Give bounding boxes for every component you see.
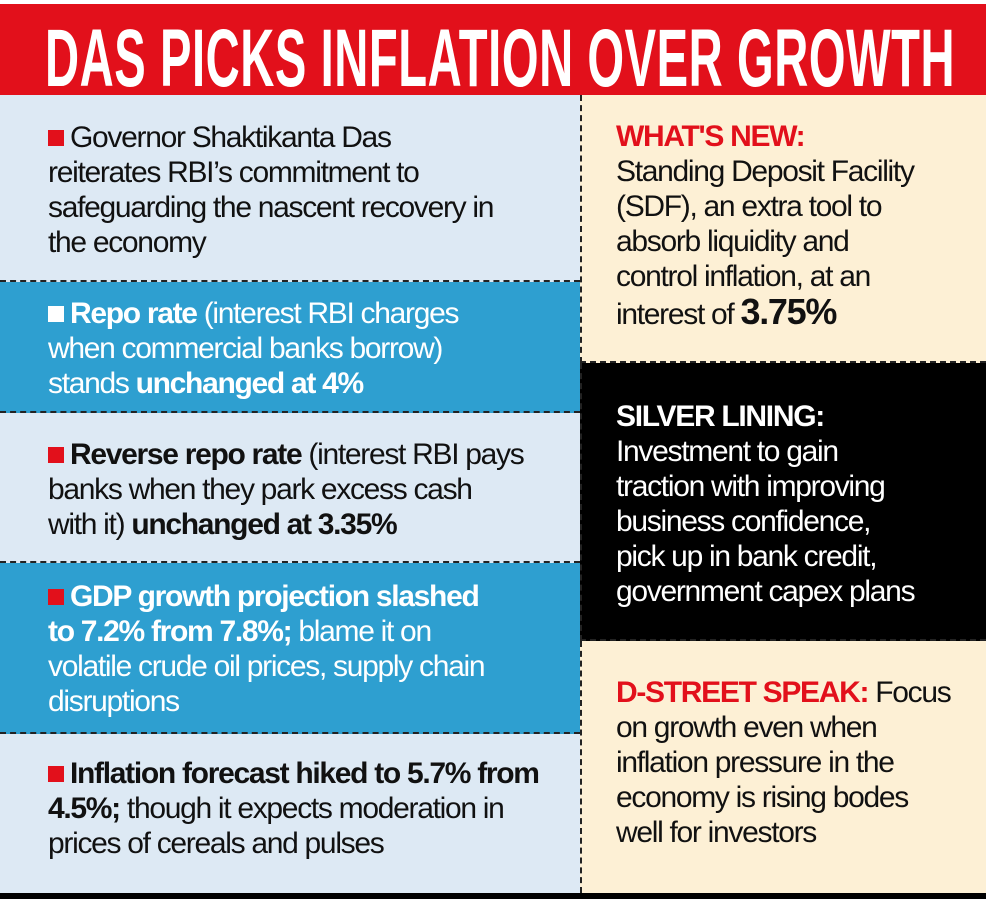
text: control inflation, at an xyxy=(616,260,871,293)
text: on growth even when xyxy=(616,711,878,744)
text: reiterates RBI’s commitment to xyxy=(48,156,420,189)
point-reverse-repo: Reverse repo rate (interest RBI pays ban… xyxy=(0,413,580,563)
text: interest of xyxy=(616,298,741,331)
text: safeguarding the nascent recovery in xyxy=(48,191,494,224)
text: economy is rising bodes xyxy=(616,781,909,814)
bottom-border xyxy=(0,893,986,899)
text: traction with improving xyxy=(616,470,886,503)
bullet-square-icon xyxy=(48,589,64,605)
point-gdp: GDP growth projection slashed to 7.2% fr… xyxy=(0,563,580,734)
text: though it expects moderation in xyxy=(119,792,505,825)
text: well for investors xyxy=(616,816,817,849)
text: Governor Shaktikanta Das xyxy=(70,121,392,154)
point-inflation: Inflation forecast hiked to 5.7% from 4.… xyxy=(0,734,580,893)
text: pick up in bank credit, xyxy=(616,540,878,573)
text: business confidence, xyxy=(616,505,871,538)
lead: Inflation forecast hiked to 5.7% from xyxy=(70,757,540,790)
text: volatile crude oil prices, supply chain xyxy=(48,650,486,683)
text: banks when they park excess cash xyxy=(48,473,473,506)
point-repo-rate: Repo rate (interest RBI charges when com… xyxy=(0,282,580,413)
label: D-STREET SPEAK: xyxy=(616,676,869,709)
headline: DAS PICKS INFLATION OVER GROWTH xyxy=(45,13,956,95)
text: prices of cereals and pulses xyxy=(48,827,385,860)
lead: Reverse repo rate xyxy=(70,438,303,471)
bullet-square-icon xyxy=(48,130,64,146)
text: stands xyxy=(48,367,136,400)
text: disruptions xyxy=(48,685,180,718)
bullet-square-icon xyxy=(48,766,64,782)
text: absorb liquidity and xyxy=(616,225,850,258)
lead: GDP growth projection slashed xyxy=(70,580,480,613)
lead: Repo rate xyxy=(70,297,198,330)
text: with it) xyxy=(48,508,132,541)
highlight: unchanged at 4% xyxy=(135,367,365,400)
text: Investment to gain xyxy=(616,435,839,468)
text: when commercial banks borrow) xyxy=(48,332,443,365)
label: SILVER LINING: xyxy=(616,400,825,433)
point-governor: Governor Shaktikanta Das reiterates RBI’… xyxy=(0,95,580,282)
bullet-square-icon xyxy=(48,447,64,463)
whats-new-box: WHAT'S NEW: Standing Deposit Facility (S… xyxy=(580,95,986,363)
sdf-rate: 3.75% xyxy=(740,291,837,332)
d-street-box: D-STREET SPEAK: Focus on growth even whe… xyxy=(580,641,986,893)
bullet-square-icon xyxy=(48,306,64,322)
highlight: to 7.2% from 7.8%; xyxy=(48,615,293,648)
highlight: 4.5%; xyxy=(48,792,121,825)
text: inflation pressure in the xyxy=(616,746,895,779)
text: government capex plans xyxy=(616,575,916,608)
silver-lining-box: SILVER LINING: Investment to gain tracti… xyxy=(580,363,986,641)
text: (interest RBI charges xyxy=(196,297,460,330)
text: blame it on xyxy=(291,615,432,648)
text: Focus xyxy=(868,676,952,709)
text: (SDF), an extra tool to xyxy=(616,190,883,223)
highlight: unchanged at 3.35% xyxy=(131,508,397,541)
label: WHAT'S NEW: xyxy=(616,120,806,153)
text: the economy xyxy=(48,226,207,259)
text: Standing Deposit Facility xyxy=(616,155,915,188)
header-banner: DAS PICKS INFLATION OVER GROWTH xyxy=(0,4,986,95)
text: (interest RBI pays xyxy=(301,438,524,471)
